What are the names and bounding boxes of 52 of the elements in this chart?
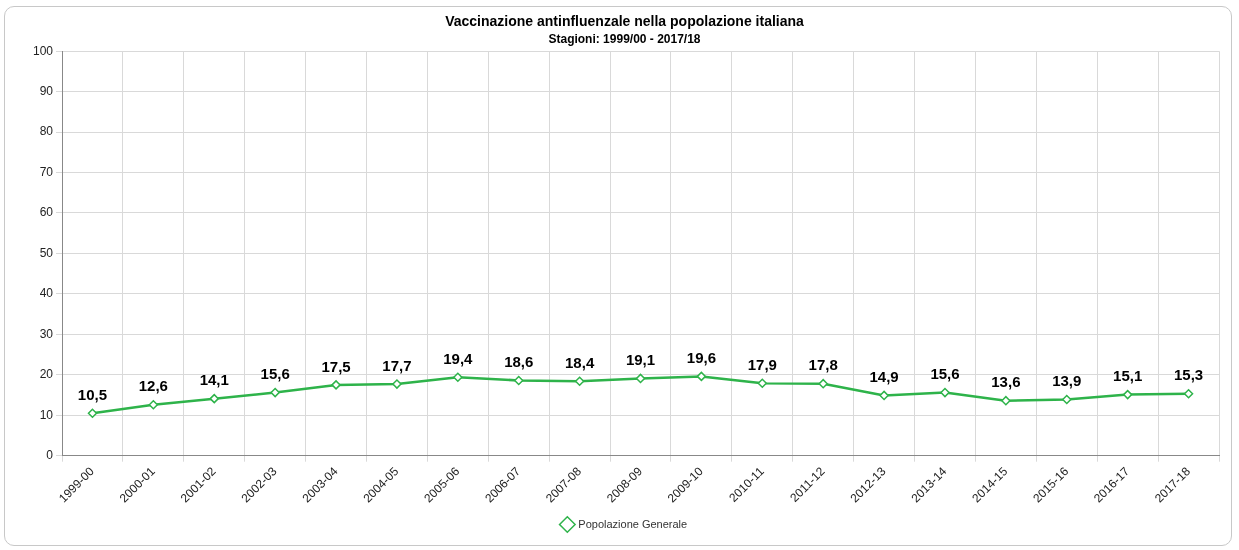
chart-title: Vaccinazione antinfluenzale nella popolazione italiana — [445, 13, 805, 30]
data-label: 13,9 — [1052, 372, 1082, 390]
point — [331, 380, 341, 390]
data-label: 17,8 — [808, 356, 838, 374]
point — [1062, 394, 1072, 405]
point — [1122, 389, 1133, 400]
point — [1001, 395, 1011, 406]
data-label: 19,1 — [625, 351, 656, 369]
point — [392, 379, 402, 389]
y-tick-label: 30 — [39, 326, 54, 341]
y-tick-label: 90 — [39, 83, 54, 98]
y-tick-label: 20 — [39, 367, 54, 382]
data-label: 14,9 — [869, 368, 899, 386]
y-tick-label: 60 — [39, 205, 54, 220]
data-label: 12,6 — [138, 377, 168, 395]
point — [87, 408, 98, 418]
y-tick-label: 10 — [39, 407, 54, 422]
data-label: 15,6 — [930, 365, 960, 383]
data-label: 17,5 — [321, 357, 351, 375]
data-label: 13,6 — [991, 373, 1021, 391]
data-label: 17,7 — [382, 356, 412, 374]
point — [513, 375, 524, 386]
data-label: 18,6 — [504, 353, 534, 371]
point — [879, 390, 889, 401]
point — [574, 376, 585, 386]
legend-label: Popolazione Generale — [578, 517, 688, 530]
data-label: 19,6 — [686, 349, 717, 367]
data-label: 19,4 — [443, 349, 474, 367]
point — [757, 378, 768, 389]
data-label: 15,3 — [1173, 366, 1204, 384]
point — [270, 387, 280, 398]
y-tick-label: 40 — [39, 286, 54, 301]
point — [453, 372, 463, 382]
chart-subtitle: Stagioni: 1999/00 - 2017/18 — [548, 32, 701, 47]
point — [1183, 389, 1194, 399]
point — [209, 393, 220, 404]
y-tick-label: 0 — [46, 447, 54, 462]
data-label: 10,5 — [77, 385, 108, 403]
data-label: 18,4 — [565, 353, 595, 371]
y-tick-label: 50 — [39, 245, 54, 260]
point — [635, 373, 646, 384]
data-label: 15,6 — [260, 365, 290, 383]
point — [148, 399, 159, 410]
y-tick-label: 70 — [39, 164, 54, 179]
data-label: 14,1 — [199, 371, 229, 389]
point — [940, 387, 950, 398]
data-label: 17,9 — [747, 355, 777, 373]
y-tick-label: 80 — [39, 124, 54, 139]
point — [696, 371, 707, 382]
point — [818, 378, 828, 389]
data-label: 15,1 — [1113, 367, 1143, 385]
y-tick-label: 100 — [32, 43, 54, 58]
